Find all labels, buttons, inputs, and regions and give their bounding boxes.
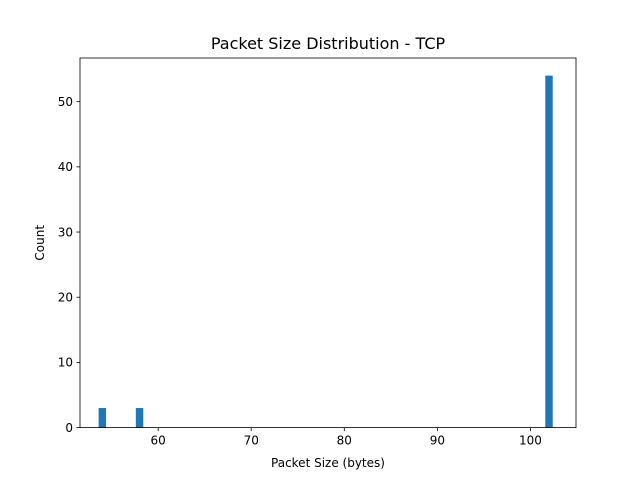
- histogram-bar-2: [545, 75, 553, 428]
- histogram-bar-1: [135, 408, 144, 428]
- y-tick-label-4: 40: [58, 160, 73, 174]
- y-tick-label-2: 20: [58, 291, 73, 305]
- x-tick-label-0: 60: [151, 434, 166, 448]
- x-tick-label-4: 100: [519, 434, 542, 448]
- bars-group: [98, 75, 553, 428]
- plot-frame: [79, 57, 577, 429]
- x-axis-ticks: 60 70 80 90 100: [151, 427, 542, 448]
- y-tick-label-1: 10: [58, 356, 73, 370]
- y-axis-label: Count: [33, 225, 47, 261]
- histogram-bar-0: [98, 408, 107, 428]
- chart-title: Packet Size Distribution - TCP: [211, 34, 446, 53]
- y-axis-ticks: 0 10 20 30 40 50: [58, 95, 80, 435]
- y-tick-label-0: 0: [65, 421, 73, 435]
- x-tick-label-1: 70: [244, 434, 259, 448]
- x-tick-label-3: 90: [430, 434, 445, 448]
- y-tick-label-3: 30: [58, 225, 73, 239]
- x-tick-label-2: 80: [337, 434, 352, 448]
- y-tick-label-5: 50: [58, 95, 73, 109]
- x-axis-label: Packet Size (bytes): [271, 456, 385, 470]
